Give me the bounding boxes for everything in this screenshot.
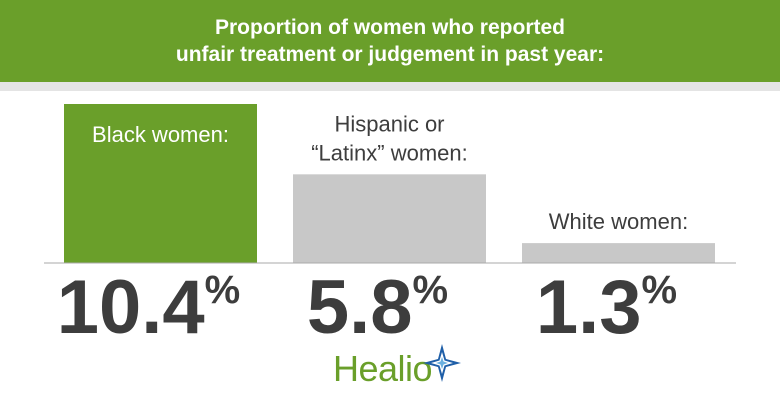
logo-text: Healio	[333, 348, 433, 389]
category-label-2: Hispanic or “Latinx” women:	[311, 111, 468, 165]
value-unit: %	[642, 268, 678, 312]
chart-title-line-2: unfair treatment or judgement in past ye…	[175, 43, 605, 66]
bar-3	[522, 243, 715, 263]
header-divider	[0, 82, 780, 91]
bar-2	[293, 174, 486, 263]
category-label-line: “Latinx” women:	[311, 140, 468, 165]
chart-title-line-1: Proportion of women who reported	[215, 16, 565, 39]
category-label-1: Black women:	[92, 122, 229, 147]
category-label-line: White women:	[549, 209, 688, 234]
category-label-line: Hispanic or	[334, 111, 444, 136]
bar-1	[64, 104, 257, 263]
value-number: 10.4	[57, 265, 205, 350]
healio-logo: Healio	[325, 342, 475, 394]
value-label-2: 5.8%	[307, 265, 448, 350]
star-icon	[423, 344, 461, 382]
chart-title: Proportion of women who reported unfair …	[0, 0, 780, 82]
category-label-3: White women:	[549, 209, 688, 234]
category-label-line: Black women:	[92, 122, 229, 147]
value-label-3: 1.3%	[536, 265, 677, 350]
value-number: 1.3	[536, 265, 642, 350]
value-unit: %	[205, 268, 241, 312]
value-label-1: 10.4%	[57, 265, 241, 350]
value-unit: %	[413, 268, 449, 312]
value-number: 5.8	[307, 265, 413, 350]
